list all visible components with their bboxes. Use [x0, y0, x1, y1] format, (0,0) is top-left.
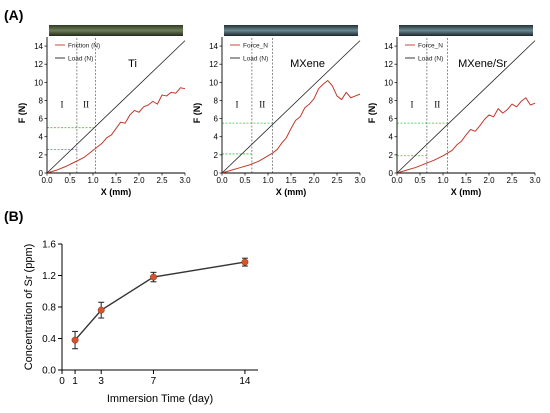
y-tick-label: 6	[214, 115, 219, 124]
region-label: I	[60, 100, 63, 110]
region-label: I	[235, 100, 238, 110]
x-tick-label: 1.0	[87, 176, 99, 185]
x-tick-label: 14	[239, 376, 251, 387]
y-tick-label: 6	[39, 115, 44, 124]
load-line	[46, 40, 186, 174]
y-tick-label: 8	[389, 96, 394, 105]
x-tick-label: 2.0	[483, 176, 495, 185]
y-tick-label: 14	[209, 42, 218, 51]
y-axis-title: Concentration of Sr (ppm)	[23, 244, 35, 371]
chart-mxene-sr: 0.0 0.5 1.0 1.5 2.0 2.5 3.0 0 2 4 6 8 10 12 14 X (mm) F …	[367, 25, 541, 197]
x-tick-label: 1.5	[460, 176, 472, 185]
region-label: II	[259, 100, 265, 110]
chart-ti: 0.0 0.5 1.0 1.5 2.0 2.5 3.0 0 2 4 6 8 10 12 14 X (mm) F …	[17, 25, 191, 197]
y-tick-label: 2	[39, 151, 44, 160]
region-label: II	[83, 100, 89, 110]
y-axis-title: F (N)	[17, 103, 27, 124]
x-tick-label: 0.5	[414, 176, 426, 185]
data-point	[241, 258, 249, 266]
y-tick-label: 10	[34, 78, 43, 87]
data-point	[71, 336, 79, 344]
legend-label: Force_N	[243, 42, 268, 49]
sample-name-label: MXene/Sr	[458, 58, 507, 70]
legend-label: Load (N)	[243, 55, 268, 62]
x-tick-label: 2.0	[308, 176, 320, 185]
y-tick-label: 14	[384, 42, 393, 51]
x-tick-label: 1.5	[110, 176, 122, 185]
sr-release-line	[74, 261, 246, 341]
y-tick-label: 0.4	[42, 334, 56, 345]
region-label: I	[410, 100, 413, 110]
x-tick-label: 2.5	[331, 176, 343, 185]
x-tick-label: 7	[151, 376, 157, 387]
x-tick-label: 2.5	[506, 176, 518, 185]
y-tick-label: 8	[214, 96, 219, 105]
load-line	[221, 40, 361, 174]
x-tick-label: 0.0	[216, 176, 228, 185]
panel-a-label: (A)	[4, 7, 23, 23]
x-tick-label: 1.0	[262, 176, 274, 185]
x-tick-label: 2.5	[156, 176, 168, 185]
x-tick-label: 0.0	[391, 176, 403, 185]
x-axis-title: Immersion Time (day)	[107, 393, 213, 405]
y-tick-label: 10	[384, 78, 393, 87]
panel-b-label: (B)	[4, 208, 23, 224]
region-label: II	[434, 100, 440, 110]
x-tick-label: 3.0	[179, 176, 191, 185]
sample-name-label: Ti	[128, 58, 137, 70]
x-tick-label: 3	[98, 376, 104, 387]
sample-photo-strip	[49, 25, 183, 36]
y-axis-title: F (N)	[192, 103, 202, 124]
chart-sr-release: 0 1 3 7 14 0.0 0.4 0.8 1.2 1.6 Immersion Time (day…	[23, 240, 258, 405]
sample-photo-strip	[224, 25, 358, 36]
x-tick-label: 2.0	[133, 176, 145, 185]
x-tick-label: 1.0	[437, 176, 449, 185]
legend-label: Load (N)	[418, 55, 443, 62]
friction-force-line	[221, 80, 361, 174]
data-point	[150, 273, 157, 281]
friction-force-line	[46, 87, 186, 174]
sample-photo-strip	[399, 25, 533, 36]
chart-mxene: 0.0 0.5 1.0 1.5 2.0 2.5 3.0 0 2 4 6 8 10 12 14 X (mm) F …	[192, 25, 366, 197]
legend-label: Friction (N)	[68, 42, 100, 49]
x-tick-label: 0.5	[64, 176, 76, 185]
x-tick-label: 0.5	[239, 176, 251, 185]
y-tick-label: 4	[389, 133, 394, 142]
x-tick-label: 3.0	[354, 176, 366, 185]
x-tick-label: 0.0	[41, 176, 53, 185]
y-tick-label: 14	[34, 42, 43, 51]
data-point	[97, 306, 105, 314]
x-tick-label: 0	[59, 376, 65, 387]
y-tick-label: 0.0	[42, 366, 56, 377]
y-tick-label: 2	[214, 151, 219, 160]
y-tick-label: 1.2	[42, 271, 56, 282]
legend-label: Load (N)	[68, 55, 93, 62]
x-tick-label: 1.5	[285, 176, 297, 185]
y-tick-label: 4	[214, 133, 219, 142]
y-tick-label: 12	[34, 60, 43, 69]
y-tick-label: 8	[39, 96, 44, 105]
friction-force-line	[396, 97, 536, 174]
y-axis-title: F (N)	[367, 103, 377, 124]
y-tick-label: 12	[209, 60, 218, 69]
sample-name-label: MXene	[290, 58, 325, 70]
y-tick-label: 0	[389, 169, 394, 178]
x-axis-title: X (mm)	[101, 187, 132, 197]
y-tick-label: 0	[214, 169, 219, 178]
y-tick-label: 6	[389, 115, 394, 124]
load-line	[396, 40, 536, 174]
y-tick-label: 4	[39, 133, 44, 142]
y-tick-label: 1.6	[42, 240, 56, 251]
y-tick-label: 0	[39, 169, 44, 178]
y-tick-label: 2	[389, 151, 394, 160]
x-axis-title: X (mm)	[451, 187, 482, 197]
x-tick-label: 1	[72, 376, 78, 387]
y-tick-label: 10	[209, 78, 218, 87]
x-axis-title: X (mm)	[276, 187, 307, 197]
y-tick-label: 12	[384, 60, 393, 69]
legend-label: Force_N	[418, 42, 443, 49]
y-tick-label: 0.8	[42, 303, 56, 314]
x-tick-label: 3.0	[529, 176, 541, 185]
